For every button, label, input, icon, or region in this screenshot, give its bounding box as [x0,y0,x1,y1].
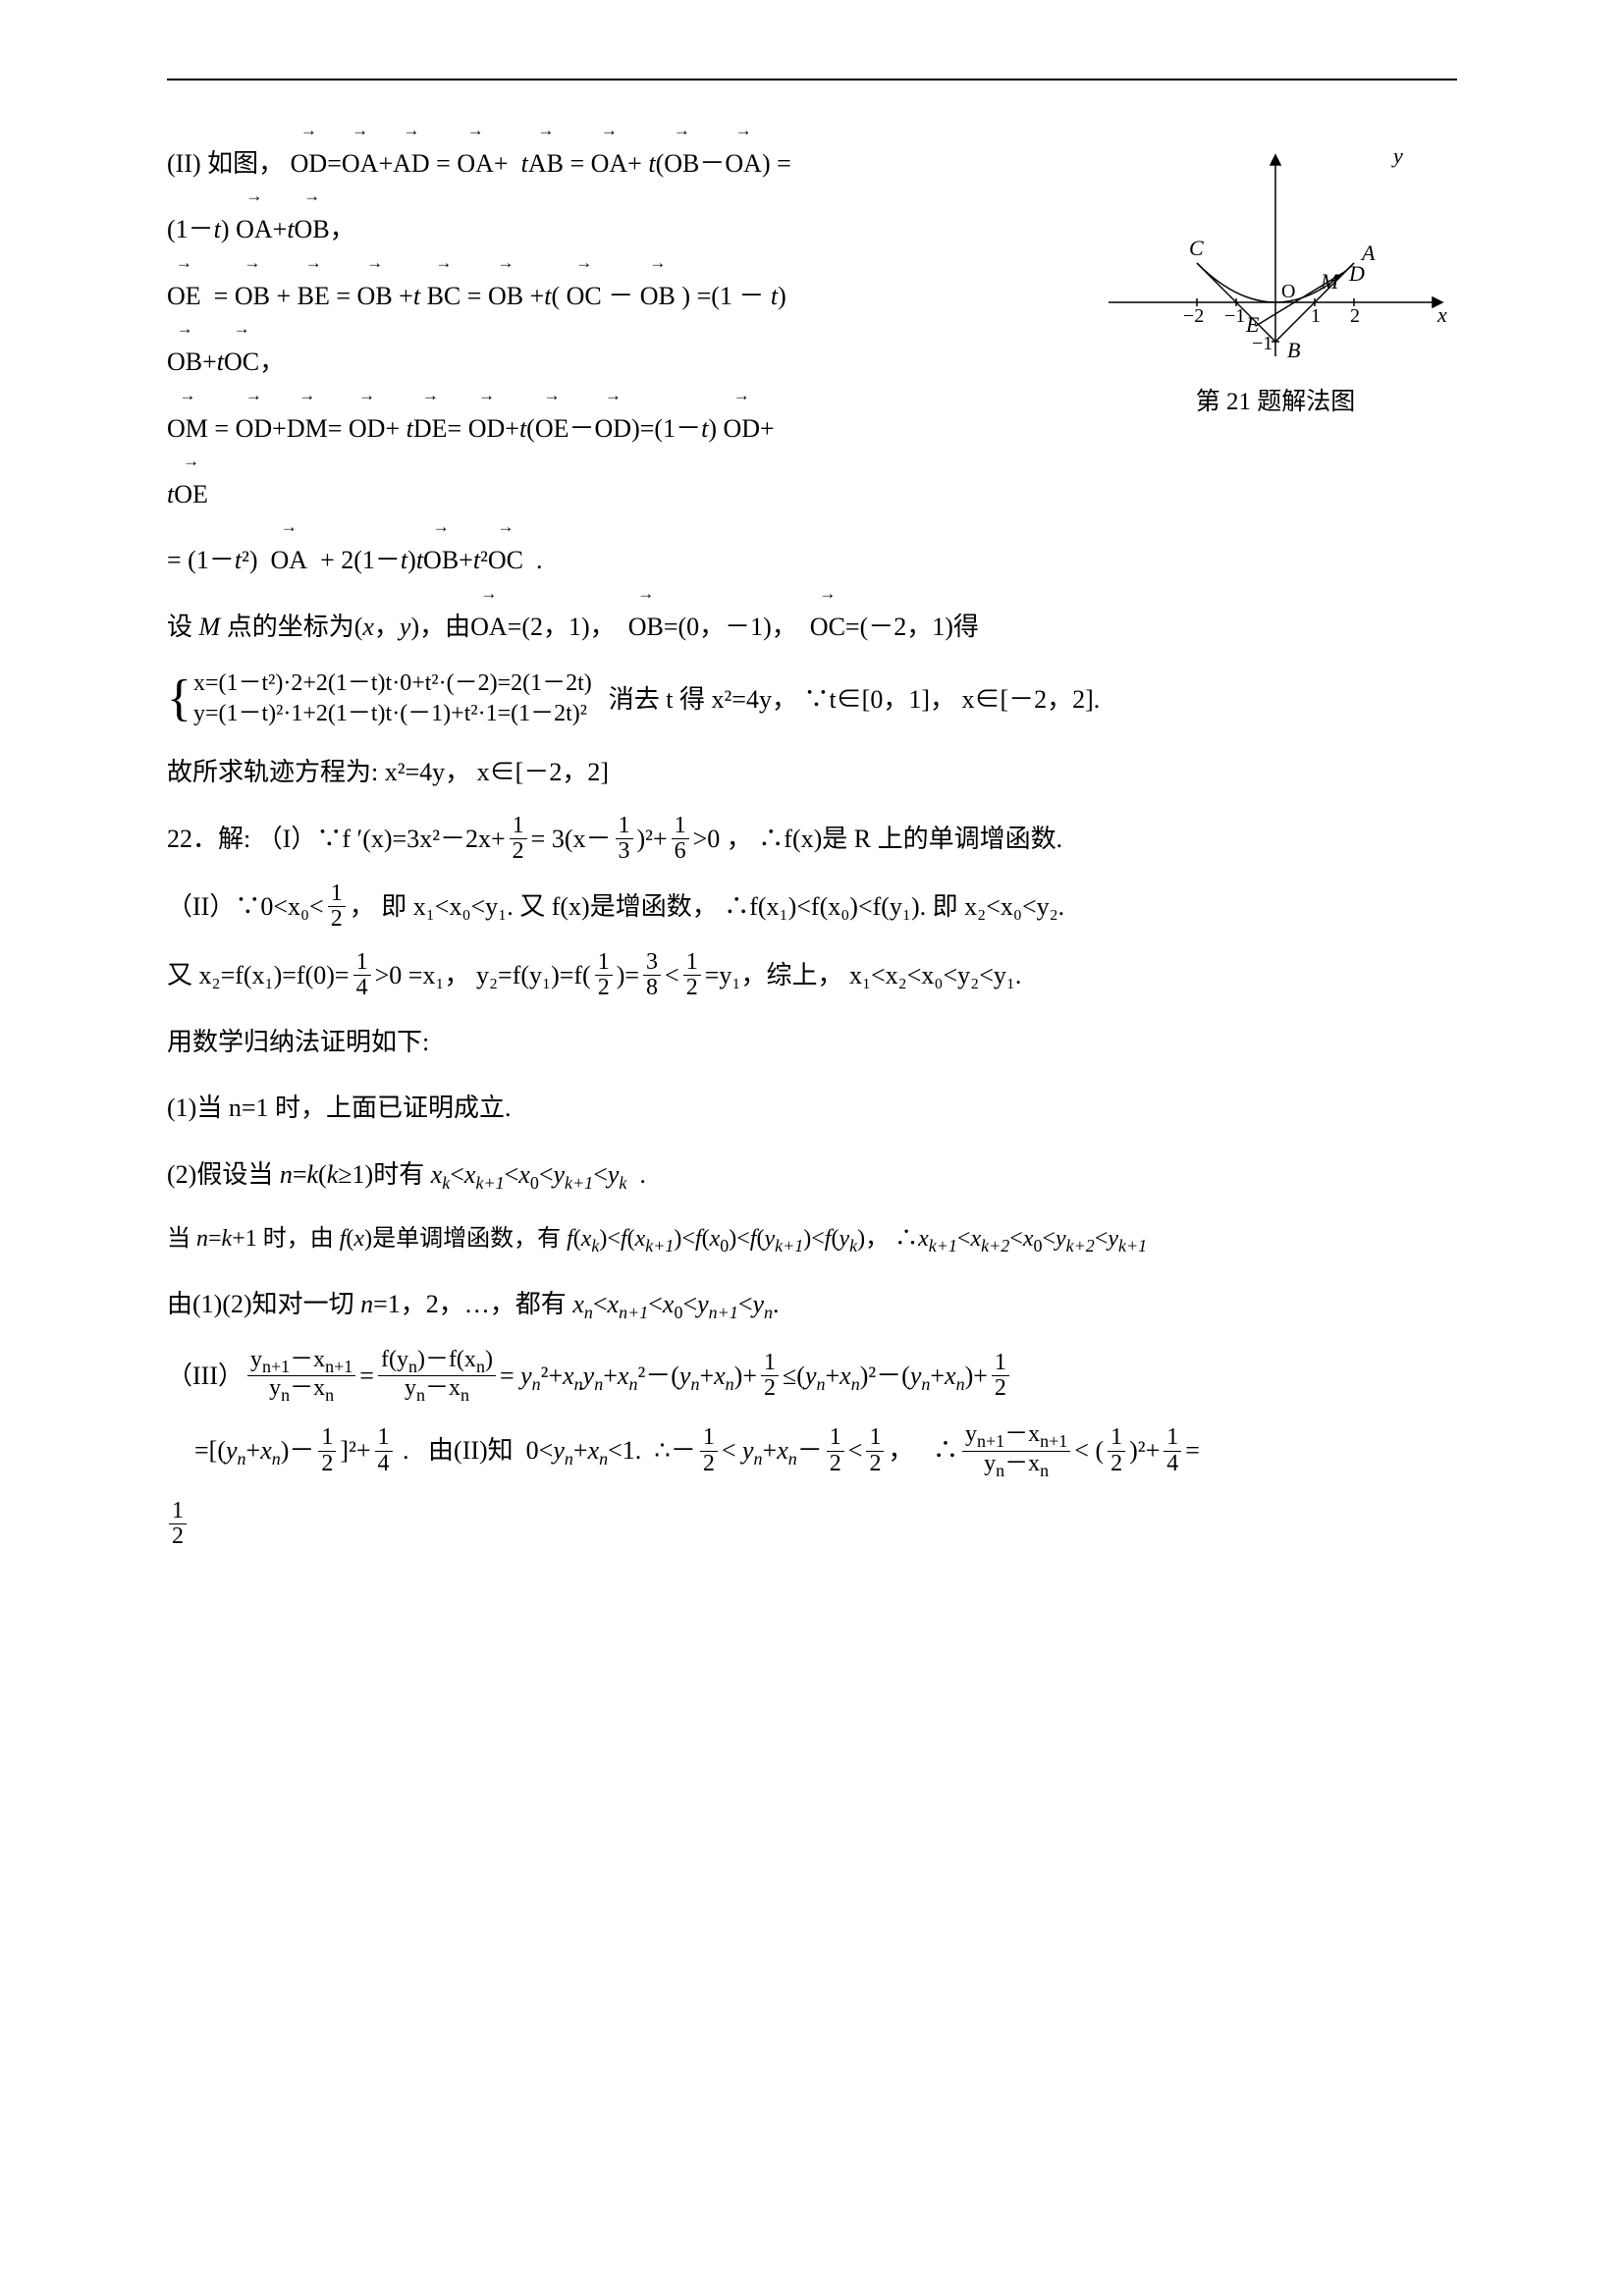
axis-x-label: x [1436,302,1447,327]
line-17: 由(1)(2)知对一切 n=1，2，…，都有 xn<xn+1<x0<yn+1<y… [167,1280,1457,1329]
top-rule [167,79,1457,80]
line-13: 用数学归纳法证明如下: [167,1018,1457,1066]
svg-text:2: 2 [1350,305,1360,327]
line-16: 当 n=k+1 时，由 f(x)是单调增函数，有 f(xk)<f(xk+1)<f… [167,1217,1457,1262]
svg-text:C: C [1189,236,1204,260]
line-11: （II）∵0<x₀< 12 ， 即 x₁<x₀<y₁. 又 f(x)是增函数， … [167,881,1457,932]
svg-text:1: 1 [1311,305,1321,327]
svg-text:−2: −2 [1183,305,1204,327]
svg-text:M: M [1320,269,1340,294]
svg-text:−1: −1 [1224,305,1245,327]
line-10: 22．解: （I）∵f ′(x)=3x²－2x+ 12 = 3(x－ 13 )²… [167,814,1457,864]
figure-caption: 第 21 题解法图 [1099,382,1452,417]
line-20: 12 [167,1497,1457,1549]
axis-y-label: y [1391,145,1403,168]
line-19: =[(yn+xn)－ 12 ]²+ 14 . 由(II)知 0<yn+xn<1.… [167,1422,1457,1479]
svg-text:D: D [1348,261,1365,286]
figure-21: y x C A D M E B O −2 −1 1 2 −1 第 21 题解法图 [1099,145,1452,420]
svg-text:B: B [1287,338,1300,362]
line-14: (1)当 n=1 时，上面已证明成立. [167,1084,1457,1132]
line-12: 又 x₂=f(x₁)=f(0)= 14 >0 =x₁， y₂=f(y₁)=f( … [167,950,1457,1000]
svg-text:−1: −1 [1252,333,1272,354]
line-7: = (1－t²) OA + 2(1－t)tOB+t²OC . [167,536,1457,584]
figure-svg: y x C A D M E B O −2 −1 1 2 −1 [1099,145,1452,371]
svg-text:O: O [1281,281,1295,302]
line-18: （III） yn+1－xn+1yn－xn = f(yn)－f(xn)yn－xn … [167,1348,1457,1405]
line-6: tOE [167,470,1457,518]
line-15: (2)假设当 n=k(k≥1)时有 xk<xk+1<x0<yk+1<yk . [167,1150,1457,1200]
line-9: 故所求轨迹方程为: x²=4y， x∈[－2，2] [167,748,1457,796]
system: { x=(1－t²)·2+2(1－t)t·0+t²·(－2)=2(1－2t) y… [167,668,1457,729]
line-8a: 设 M 点的坐标为(x，y)，由OA=(2，1)， OB=(0，－1)， OC=… [167,603,1457,651]
